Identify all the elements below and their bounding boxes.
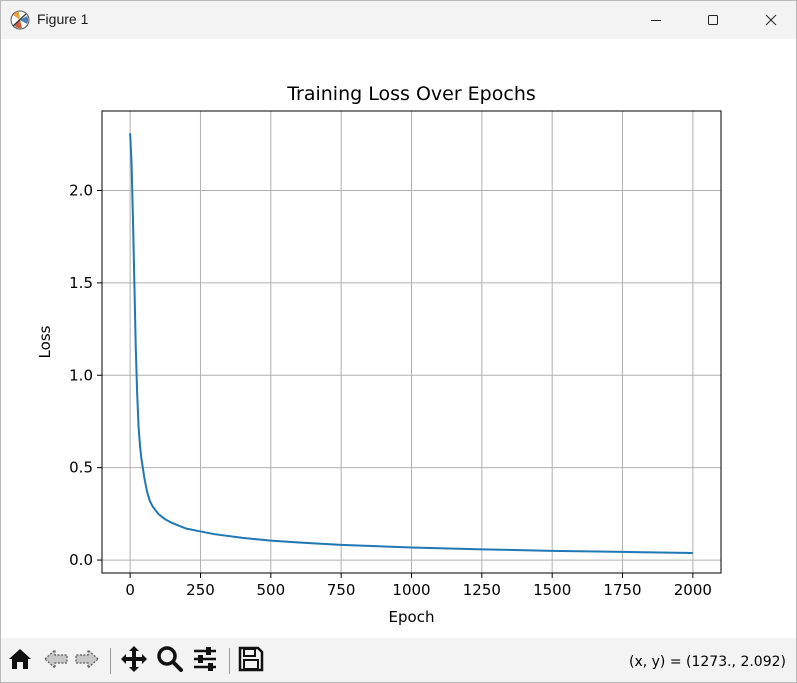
x-tick-label: 1250 [463,581,501,599]
magnifier-icon [156,645,184,677]
toolbar-separator [229,648,230,674]
x-tick-label: 250 [186,581,215,599]
close-button[interactable] [742,1,796,39]
cursor-coordinates: (x, y) = (1273., 2.092) [628,654,786,670]
y-tick-label: 0.0 [69,551,93,569]
title-bar[interactable]: Figure 1 [1,1,796,39]
save-button[interactable] [236,646,266,676]
window-title: Figure 1 [37,11,89,27]
floppy-disk-icon [238,646,264,676]
loss-series-line [129,133,693,555]
x-tick-label: 750 [327,581,356,599]
minimize-icon [650,11,662,30]
line-chart: 0 250 500 750 1000 1250 1500 1750 2000 0.0 0.5 1.0 1… [36,83,722,626]
maximize-icon [707,11,719,30]
y-tick-label: 2.0 [69,181,93,199]
x-tick-label: 2000 [674,581,712,599]
pan-button[interactable] [119,645,149,677]
minimize-button[interactable] [627,1,685,39]
forward-button[interactable] [72,647,102,675]
navigation-toolbar: (x, y) = (1273., 2.092) [1,638,796,682]
matplotlib-logo-icon [10,10,30,30]
x-tick-label: 1750 [603,581,641,599]
y-tick-label: 1.5 [69,274,93,292]
x-tick-label: 1500 [533,581,571,599]
arrow-right-icon [74,647,100,675]
y-axis-label: Loss [36,325,54,358]
maximize-button[interactable] [684,1,742,39]
back-button[interactable] [41,647,71,675]
y-tick-label: 0.5 [69,459,93,477]
arrow-left-icon [43,647,69,675]
home-button[interactable] [5,647,35,675]
chart-title: Training Loss Over Epochs [286,83,536,105]
home-icon [7,647,33,675]
x-tick-label: 500 [256,581,285,599]
x-axis-label: Epoch [389,608,435,626]
y-tick-label: 1.0 [69,366,93,384]
x-tick-label: 0 [125,581,135,599]
zoom-button[interactable] [155,645,185,677]
toolbar-separator [110,648,111,674]
x-tick-label: 1000 [392,581,430,599]
move-icon [120,645,148,677]
sliders-icon [191,645,219,677]
configure-subplots-button[interactable] [190,647,220,675]
figure-canvas[interactable]: 0 250 500 750 1000 1250 1500 1750 2000 0.0 0.5 1.0 1… [1,39,796,637]
close-icon [765,11,777,30]
